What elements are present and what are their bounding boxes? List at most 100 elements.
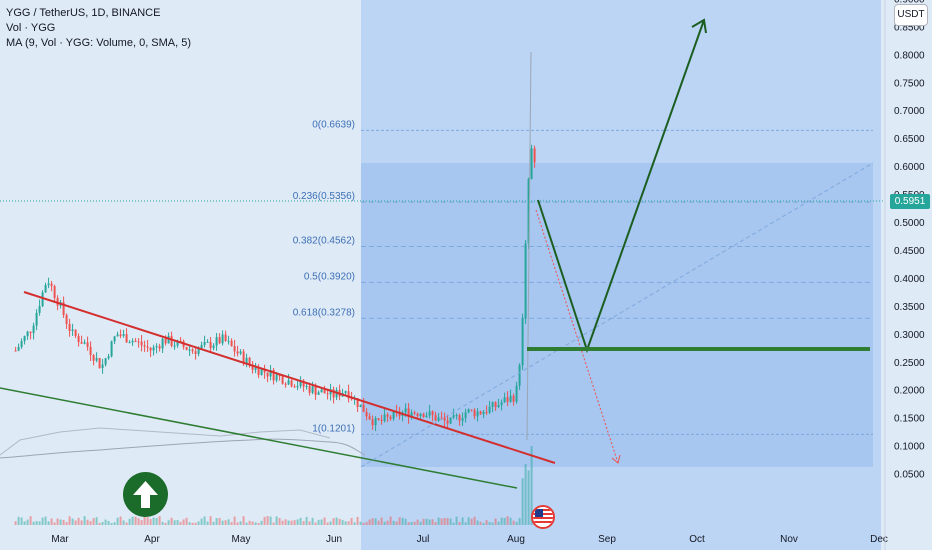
volume-bar [185,517,188,525]
candle-body [374,418,377,426]
candle-body [50,283,53,287]
candle-body [467,409,470,413]
volume-bar [200,518,203,525]
volume-bar [353,522,356,525]
volume-bar [239,521,242,525]
volume-bar [107,520,110,525]
volume-bar [260,520,263,525]
volume-bar [170,517,173,525]
candle-body [173,345,176,347]
us-flag-icon[interactable] [531,505,555,529]
candle-body [362,404,365,413]
volume-bar [125,522,128,525]
volume-bar [98,522,101,525]
volume-bar [119,516,122,525]
candle-body [455,415,458,417]
bear-arrowhead [611,454,621,464]
candle-body [68,323,71,331]
volume-bar [314,522,317,525]
y-tick-label: 0.9000 [894,0,925,5]
legend-volume[interactable]: Vol · YGG [6,22,56,34]
candle-body [281,376,284,384]
candle-body [389,416,392,419]
candle-body [260,369,263,376]
candle-body [26,331,29,337]
x-tick-label: Mar [51,534,69,545]
up-arrow-icon [123,472,168,517]
candle-body [206,341,209,343]
volume-bar [86,519,89,525]
currency-button[interactable]: USDT [894,4,928,26]
candle-body [221,334,224,344]
volume-bar [503,517,506,525]
candle-body [140,341,143,346]
candle-body [119,334,122,336]
candle-body [218,337,221,344]
volume-bar [383,521,386,525]
candle-body [350,398,353,400]
volume-bar [131,516,134,525]
candle-body [344,391,347,393]
candle-body [248,357,251,365]
volume-bar [71,518,74,525]
candle-body [314,386,317,395]
candle-body [77,335,80,343]
volume-bar [464,522,467,525]
volume-bar [29,516,32,525]
volume-bar [116,517,119,525]
volume-bar [275,516,278,525]
candle-body [365,412,368,417]
candle-body [323,389,326,394]
candle-body [377,418,380,420]
candle-body [257,367,260,376]
volume-bar [518,518,521,525]
y-tick-label: 0.4000 [894,274,925,285]
volume-bar [149,519,152,525]
candle-body [107,356,110,359]
candle-body [143,345,146,347]
candle-body [167,336,170,344]
candle-body [101,364,104,369]
volume-bar [272,522,275,525]
candle-body [110,341,113,357]
candle-body [32,325,35,334]
candle-body [254,367,257,370]
candle-body [41,292,44,307]
candle-body [209,341,212,349]
volume-bar [467,517,470,525]
candle-body [392,411,395,419]
fib-level-label: 0.236(0.5356) [293,191,355,202]
volume-bar [434,522,437,525]
candle-body [473,410,476,417]
volume-bar [89,521,92,525]
candle-body [332,389,335,398]
volume-bar [377,520,380,525]
candle-body [422,413,425,418]
legend-title[interactable]: YGG / TetherUS, 1D, BINANCE [6,7,161,19]
volume-bar [491,522,494,525]
candle-body [419,413,422,416]
candle-body [230,340,233,347]
candle-body [356,398,359,408]
candle-body [245,357,248,364]
volume-bar [92,518,95,525]
volume-bar [65,522,68,525]
volume-bar [137,518,140,525]
volume-bar [302,521,305,525]
volume-bar [524,464,527,525]
volume-bar [83,516,86,525]
volume-bar [53,522,56,525]
volume-bar [269,516,272,525]
volume-bar [263,516,266,525]
volume-bar [152,517,155,525]
candle-body [479,411,482,415]
volume-bar [104,519,107,525]
candle-body [65,314,68,324]
volume-bar [182,519,185,525]
fib-level-label: 0.382(0.4562) [293,235,355,246]
candle-body [410,412,413,418]
candle-body [524,243,527,319]
legend-ma[interactable]: MA (9, Vol · YGG: Volume, 0, SMA, 5) [6,37,192,49]
y-tick-label: 0.2000 [894,386,925,397]
